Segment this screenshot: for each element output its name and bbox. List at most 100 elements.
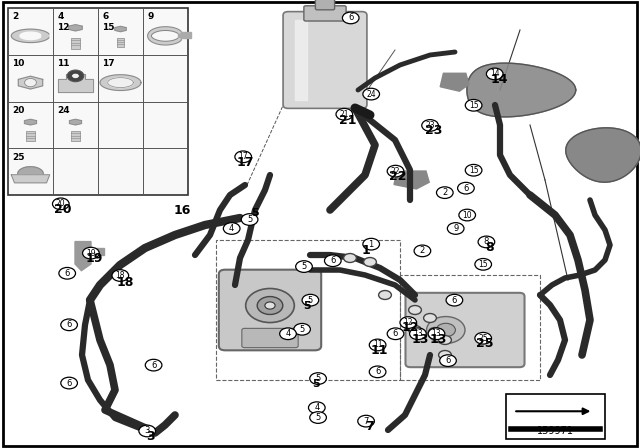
Text: 6: 6 [452,296,457,305]
Text: 5: 5 [303,301,311,310]
Circle shape [400,317,417,328]
Circle shape [344,254,356,263]
Circle shape [336,108,353,120]
Circle shape [478,236,495,248]
Text: 5: 5 [300,325,305,334]
Text: 18: 18 [116,276,134,289]
Polygon shape [294,20,307,100]
Circle shape [61,377,77,389]
Text: 20: 20 [13,106,25,115]
Circle shape [364,258,376,267]
Text: 5: 5 [316,413,321,422]
Text: 25: 25 [13,153,25,162]
FancyBboxPatch shape [3,2,637,446]
Circle shape [139,425,156,437]
Circle shape [310,373,326,384]
Text: 10: 10 [462,211,472,220]
Text: 3: 3 [146,430,155,444]
Circle shape [465,99,482,111]
FancyBboxPatch shape [219,270,321,350]
Text: 2: 2 [442,188,447,197]
Text: 6: 6 [375,367,380,376]
Text: 19: 19 [86,252,104,266]
Circle shape [427,317,465,344]
Circle shape [379,290,392,299]
Text: 5: 5 [251,208,259,218]
Polygon shape [100,75,141,90]
Circle shape [241,214,258,225]
FancyBboxPatch shape [72,131,79,142]
Polygon shape [18,167,44,174]
FancyBboxPatch shape [71,38,80,49]
Text: 14: 14 [490,69,500,78]
Text: 13: 13 [431,329,442,338]
Circle shape [363,88,380,100]
FancyBboxPatch shape [506,394,605,439]
Circle shape [436,187,453,198]
Text: 22: 22 [389,170,407,184]
Circle shape [429,327,442,336]
Text: 6
15: 6 15 [102,13,115,32]
Polygon shape [115,26,126,32]
Circle shape [486,68,503,80]
Text: 4: 4 [285,329,291,338]
Circle shape [438,336,451,345]
FancyBboxPatch shape [304,6,346,21]
Polygon shape [12,175,50,183]
Polygon shape [58,73,93,91]
Polygon shape [566,128,640,182]
Text: 16: 16 [173,204,191,217]
Circle shape [369,366,386,378]
Text: 4: 4 [314,403,319,412]
Circle shape [447,223,464,234]
Text: 5: 5 [308,296,313,305]
Text: 13: 13 [429,332,447,346]
Text: 11: 11 [370,344,388,357]
Text: 25: 25 [476,337,494,350]
FancyBboxPatch shape [283,12,367,108]
Text: 9: 9 [453,224,458,233]
Circle shape [257,297,283,314]
Polygon shape [440,73,469,91]
Text: 21: 21 [340,110,349,119]
Text: 12: 12 [401,321,419,335]
Text: 17: 17 [236,155,254,169]
Text: 2: 2 [13,13,19,22]
Text: 4: 4 [229,224,234,233]
Circle shape [296,261,312,272]
Circle shape [475,258,492,270]
Circle shape [446,294,463,306]
Text: 5: 5 [312,379,319,389]
Text: 24: 24 [366,90,376,99]
Text: 17: 17 [238,152,248,161]
FancyBboxPatch shape [116,38,124,47]
Polygon shape [179,32,191,38]
Text: 6: 6 [445,356,451,365]
Circle shape [358,415,374,427]
Circle shape [410,328,426,340]
Text: 6: 6 [67,320,72,329]
Polygon shape [467,63,576,117]
Circle shape [67,70,84,82]
Text: 14: 14 [490,73,508,86]
Polygon shape [24,119,36,125]
Circle shape [422,120,438,131]
Text: 7: 7 [365,420,374,434]
Circle shape [83,247,99,259]
Circle shape [310,412,326,423]
Circle shape [438,350,451,359]
Text: 7: 7 [364,417,369,426]
Circle shape [465,164,482,176]
Text: 11: 11 [373,340,382,349]
Circle shape [308,402,325,414]
Text: 6: 6 [67,379,72,388]
Text: 9: 9 [147,13,154,22]
Circle shape [24,78,36,87]
Circle shape [302,294,319,306]
Text: 6: 6 [65,269,70,278]
Circle shape [408,326,421,335]
Text: 13: 13 [413,329,423,338]
Text: 20: 20 [54,202,72,216]
FancyBboxPatch shape [242,328,298,348]
Text: 22: 22 [391,167,400,176]
